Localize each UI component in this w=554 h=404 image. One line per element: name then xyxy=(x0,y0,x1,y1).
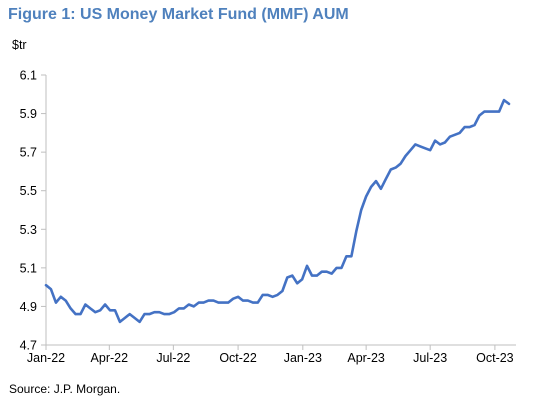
y-tick-label: 5.9 xyxy=(20,107,37,121)
x-tick-label: Apr-22 xyxy=(91,351,129,365)
x-tick-label: Oct-22 xyxy=(219,351,257,365)
y-tick-label: 4.9 xyxy=(20,300,37,314)
x-tick-label: Oct-23 xyxy=(476,351,514,365)
series-line-mmf-aum xyxy=(44,98,511,324)
x-tick-label: Jul-23 xyxy=(413,351,447,365)
y-tick-label: 4.7 xyxy=(20,339,37,353)
y-tick-label: 6.1 xyxy=(20,69,37,83)
y-tick-label: 5.3 xyxy=(20,223,37,237)
y-tick-label: 5.1 xyxy=(20,261,37,275)
x-tick-label: Jan-23 xyxy=(284,351,322,365)
y-axis-ticks: 4.7 4.9 5.1 5.3 5.5 5.7 5.9 6.1 xyxy=(20,69,46,353)
chart-title: Figure 1: US Money Market Fund (MMF) AUM xyxy=(8,6,349,23)
chart-axes xyxy=(45,75,516,346)
x-tick-label: Jan-22 xyxy=(27,351,65,365)
y-tick-label: 5.5 xyxy=(20,184,37,198)
x-tick-label: Jul-22 xyxy=(156,351,190,365)
x-tick-label: Apr-23 xyxy=(347,351,385,365)
y-tick-label: 5.7 xyxy=(20,146,37,160)
x-axis-ticks: Jan-22 Apr-22 Jul-22 Oct-22 Jan-23 Apr-23 Jul-… xyxy=(27,345,514,365)
plot-area xyxy=(44,98,511,324)
y-axis-unit-label: $tr xyxy=(12,38,27,52)
source-note: Source: J.P. Morgan. xyxy=(9,382,121,396)
